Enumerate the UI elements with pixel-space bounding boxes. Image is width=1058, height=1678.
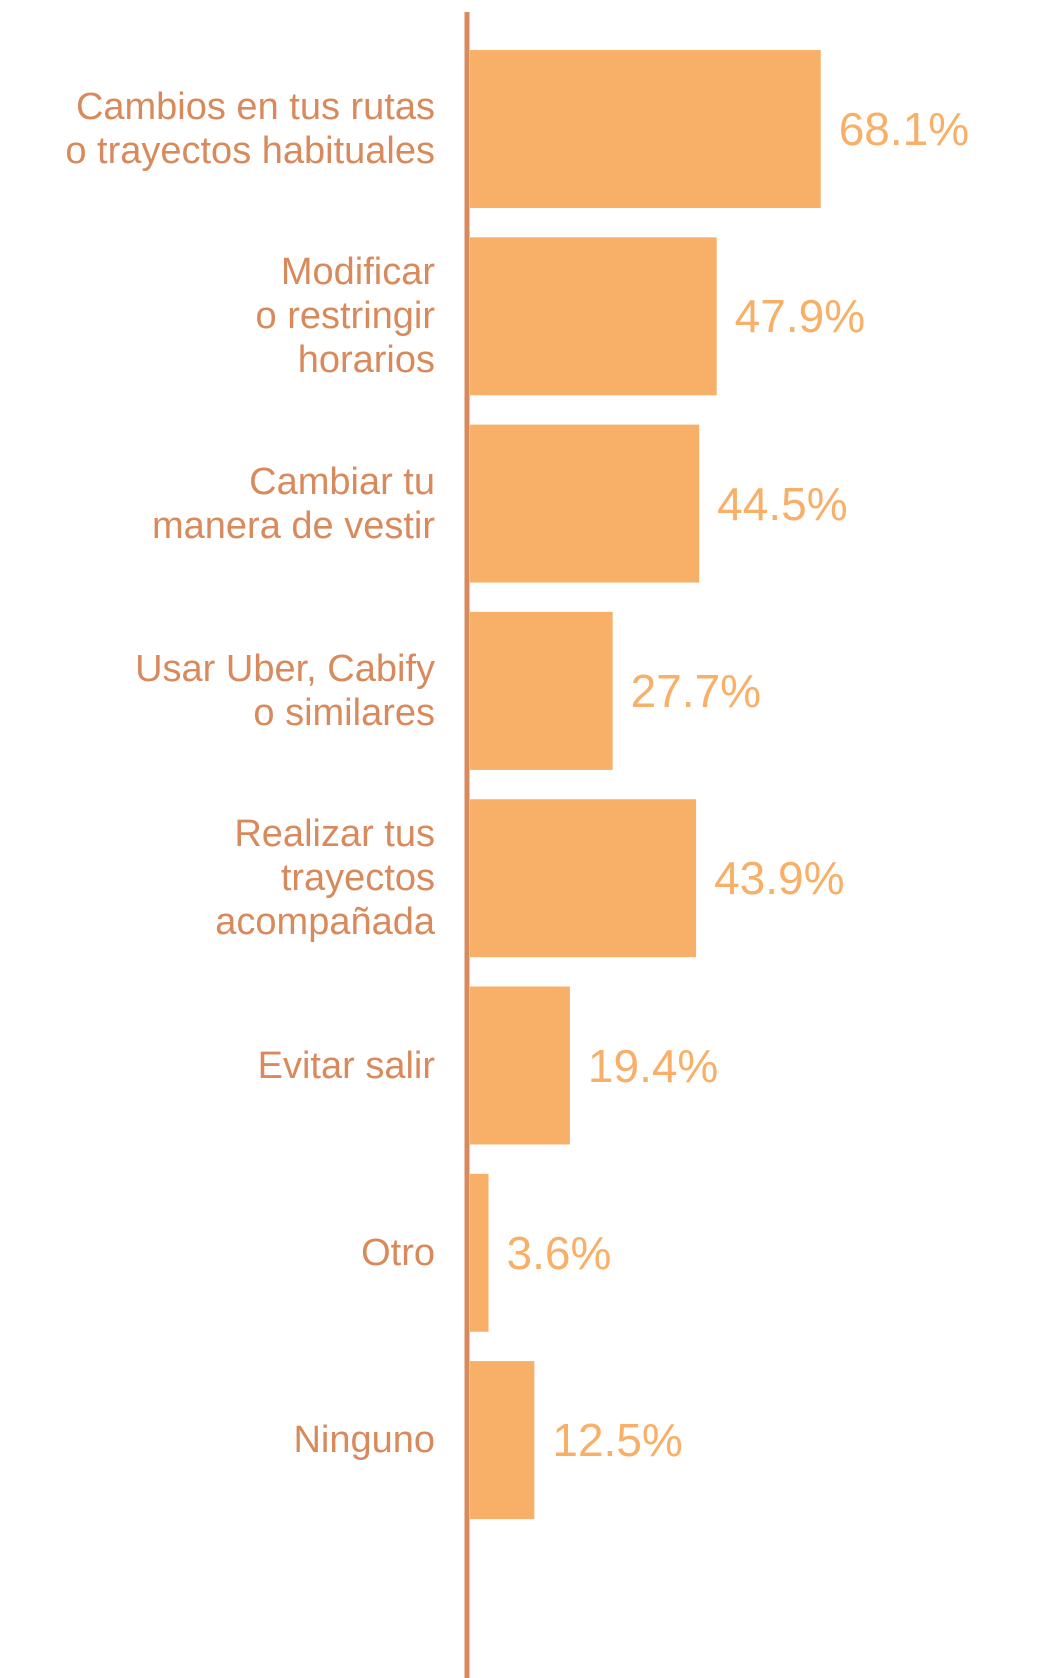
bar: [470, 986, 570, 1145]
value-label: 47.9%: [734, 290, 866, 343]
value-label: 68.1%: [838, 103, 970, 155]
value-label: 19.4%: [587, 1039, 719, 1092]
category-label: Otro: [361, 1231, 435, 1274]
bar: [470, 799, 697, 958]
category-label: Usar Uber, Cabify o similares: [135, 647, 435, 734]
category-label: Ninguno: [293, 1419, 435, 1462]
bar: [470, 1173, 489, 1332]
bar: [470, 424, 700, 583]
value-label: 27.7%: [630, 664, 762, 717]
category-label: Cambios en tus rutas o trayectos habitua…: [65, 86, 435, 172]
bar: [470, 50, 821, 208]
value-label: 3.6%: [506, 1226, 612, 1279]
bar: [470, 611, 613, 770]
value-label: 43.9%: [714, 852, 845, 905]
value-label: 12.5%: [552, 1414, 683, 1467]
category-label: Modificar o restringir horarios: [255, 251, 436, 382]
category-label: Realizar tus trayectos acompañada: [215, 813, 435, 944]
category-label: Cambiar tu manera de vestir: [151, 460, 435, 547]
category-label: Evitar salir: [257, 1044, 435, 1087]
bar: [470, 237, 717, 396]
bar: [470, 1361, 535, 1520]
value-label: 44.5%: [717, 477, 848, 530]
